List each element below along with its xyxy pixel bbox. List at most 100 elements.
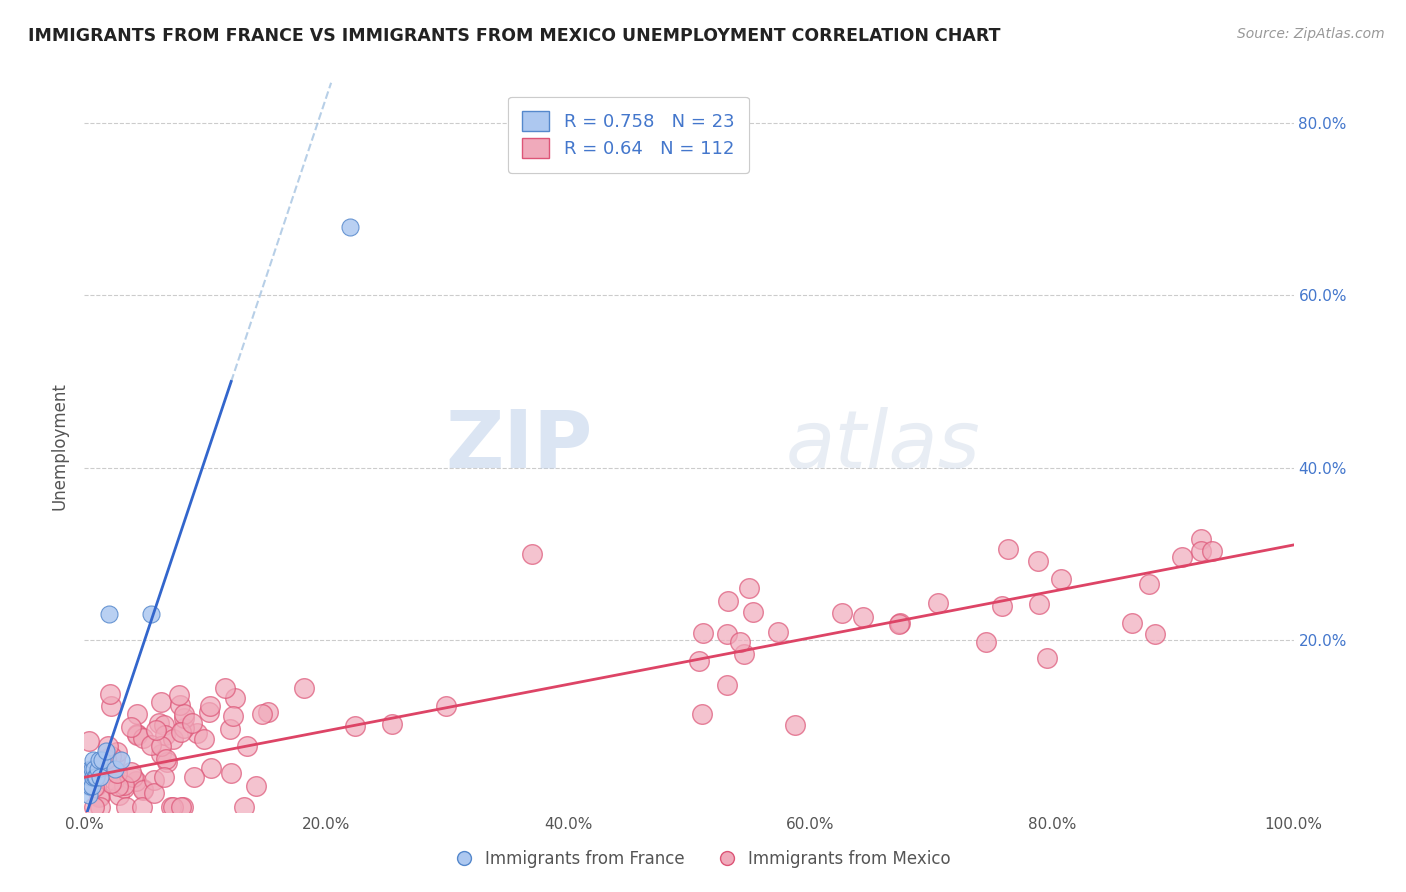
Point [730, 635, 752, 649]
Point [82, 770, 104, 784]
Point [851, 610, 873, 624]
Point [80, 762, 103, 776]
Point [149, 747, 172, 761]
Point [125, 706, 148, 721]
Point [149, 695, 172, 709]
Point [169, 698, 191, 712]
Point [83, 780, 105, 795]
Point [104, 752, 127, 766]
Point [233, 800, 256, 814]
Point [131, 731, 153, 746]
Point [114, 800, 136, 814]
Point [831, 606, 853, 620]
Point [107, 779, 129, 793]
Point [167, 688, 190, 702]
Point [77, 770, 100, 784]
Point [339, 219, 361, 234]
Point [79, 770, 101, 784]
Point [173, 721, 195, 735]
Point [733, 648, 755, 662]
Legend: Immigrants from France, Immigrants from Mexico: Immigrants from France, Immigrants from … [449, 844, 957, 875]
Point [83, 800, 105, 814]
Point [112, 778, 135, 792]
Legend: R = 0.758   N = 23, R = 0.64   N = 112: R = 0.758 N = 23, R = 0.64 N = 112 [508, 96, 749, 172]
Point [172, 800, 194, 814]
Point [156, 755, 179, 769]
Point [105, 745, 128, 759]
Point [89, 800, 111, 814]
Point [927, 596, 949, 610]
Point [1028, 553, 1050, 567]
Point [110, 753, 132, 767]
Point [103, 772, 125, 787]
Point [170, 725, 193, 739]
Point [79, 762, 101, 776]
Point [197, 705, 219, 719]
Point [214, 681, 236, 695]
Point [139, 607, 162, 621]
Point [86, 770, 108, 784]
Point [889, 616, 911, 631]
Point [83, 762, 105, 776]
Point [153, 718, 176, 732]
Point [148, 715, 170, 730]
Point [86, 762, 108, 776]
Point [292, 681, 315, 696]
Point [121, 770, 143, 784]
Point [1121, 616, 1143, 631]
Point [716, 678, 738, 692]
Point [89, 790, 111, 805]
Point [183, 771, 205, 785]
Text: Source: ZipAtlas.com: Source: ZipAtlas.com [1237, 27, 1385, 41]
Point [766, 624, 789, 639]
Point [1028, 597, 1050, 611]
Point [108, 788, 131, 802]
Point [162, 800, 184, 814]
Point [80, 779, 103, 793]
Point [84, 770, 107, 784]
Point [186, 725, 208, 739]
Point [155, 752, 177, 766]
Point [132, 783, 155, 797]
Point [82, 753, 104, 767]
Point [142, 773, 165, 788]
Point [125, 728, 148, 742]
Point [145, 723, 167, 737]
Point [153, 770, 176, 784]
Text: ZIP: ZIP [444, 407, 592, 485]
Point [381, 716, 404, 731]
Point [97, 607, 120, 621]
Point [89, 789, 111, 803]
Point [1189, 532, 1212, 546]
Point [131, 800, 153, 814]
Point [104, 762, 127, 776]
Point [1036, 651, 1059, 665]
Point [89, 770, 111, 784]
Point [716, 627, 738, 641]
Point [520, 547, 543, 561]
Point [112, 780, 135, 795]
Point [1049, 572, 1071, 586]
Point [98, 687, 121, 701]
Point [94, 752, 117, 766]
Point [77, 788, 100, 802]
Point [87, 753, 110, 767]
Point [155, 728, 177, 742]
Point [125, 727, 148, 741]
Point [120, 765, 142, 780]
Point [1170, 549, 1192, 564]
Point [256, 705, 278, 719]
Point [219, 723, 242, 737]
Point [219, 765, 242, 780]
Point [91, 753, 114, 767]
Point [997, 542, 1019, 557]
Point [79, 779, 101, 793]
Point [96, 759, 118, 773]
Point [1189, 544, 1212, 558]
Point [200, 699, 222, 714]
Point [688, 654, 710, 668]
Point [173, 711, 195, 725]
Point [170, 800, 193, 814]
Point [97, 739, 120, 753]
Point [974, 635, 997, 649]
